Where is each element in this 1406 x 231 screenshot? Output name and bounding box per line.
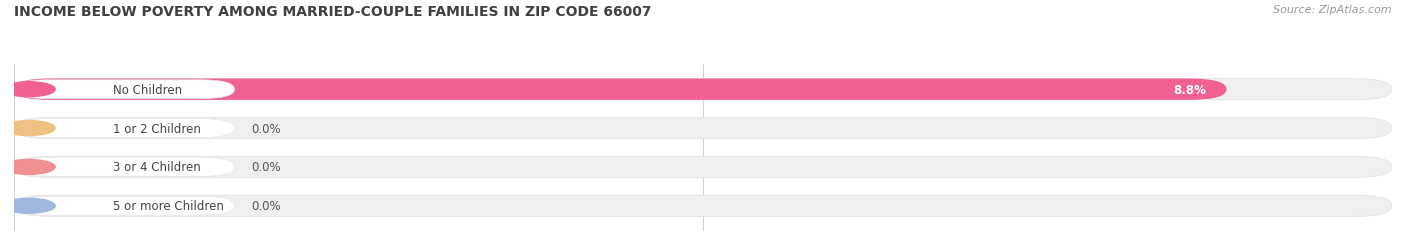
FancyBboxPatch shape xyxy=(14,80,235,99)
Text: 8.8%: 8.8% xyxy=(1173,83,1206,96)
Text: 0.0%: 0.0% xyxy=(252,122,281,135)
FancyBboxPatch shape xyxy=(14,197,235,215)
Text: No Children: No Children xyxy=(114,83,183,96)
FancyBboxPatch shape xyxy=(14,79,1226,100)
Text: 0.0%: 0.0% xyxy=(252,161,281,174)
Text: 3 or 4 Children: 3 or 4 Children xyxy=(114,161,201,174)
FancyBboxPatch shape xyxy=(14,158,235,176)
FancyBboxPatch shape xyxy=(14,79,1392,100)
Text: INCOME BELOW POVERTY AMONG MARRIED-COUPLE FAMILIES IN ZIP CODE 66007: INCOME BELOW POVERTY AMONG MARRIED-COUPL… xyxy=(14,5,651,18)
Text: 1 or 2 Children: 1 or 2 Children xyxy=(114,122,201,135)
FancyBboxPatch shape xyxy=(14,118,1392,139)
Circle shape xyxy=(3,82,55,97)
Circle shape xyxy=(3,121,55,136)
Text: Source: ZipAtlas.com: Source: ZipAtlas.com xyxy=(1274,5,1392,15)
Circle shape xyxy=(3,198,55,213)
Text: 5 or more Children: 5 or more Children xyxy=(114,199,224,212)
Circle shape xyxy=(3,160,55,175)
FancyBboxPatch shape xyxy=(14,157,1392,178)
FancyBboxPatch shape xyxy=(14,195,1392,216)
FancyBboxPatch shape xyxy=(14,119,235,138)
Text: 0.0%: 0.0% xyxy=(252,199,281,212)
